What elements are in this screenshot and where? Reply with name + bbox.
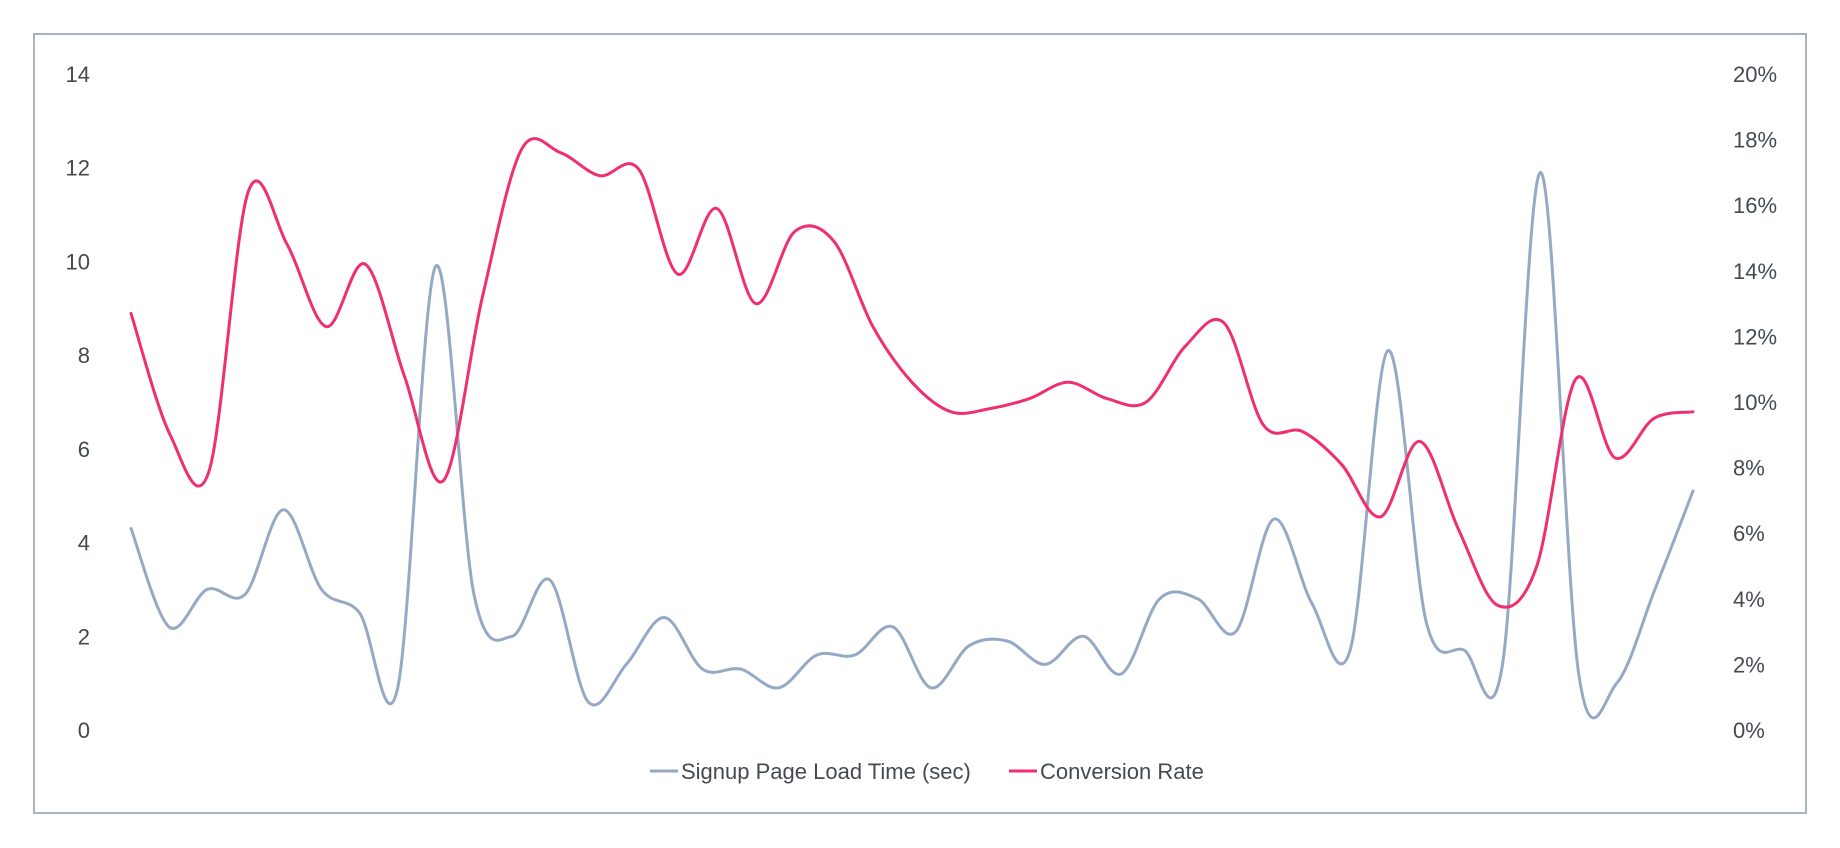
left-axis-tick-label: 14 bbox=[66, 62, 90, 87]
left-axis-ticks: 0 2 4 6 8 10 12 14 bbox=[66, 62, 90, 743]
right-axis-tick-label: 14% bbox=[1733, 259, 1777, 284]
left-axis-tick-label: 8 bbox=[78, 343, 90, 368]
left-axis-tick-label: 6 bbox=[78, 437, 90, 462]
right-axis-tick-label: 4% bbox=[1733, 587, 1765, 612]
legend-label-conversion-rate: Conversion Rate bbox=[1040, 759, 1204, 784]
right-axis-tick-label: 18% bbox=[1733, 128, 1777, 153]
left-axis-tick-label: 10 bbox=[66, 249, 90, 274]
right-axis-tick-label: 6% bbox=[1733, 521, 1765, 546]
legend: Signup Page Load Time (sec) Conversion R… bbox=[650, 759, 1204, 784]
left-axis-tick-label: 0 bbox=[78, 718, 90, 743]
right-axis-tick-label: 10% bbox=[1733, 390, 1777, 415]
right-axis-tick-label: 8% bbox=[1733, 456, 1765, 481]
legend-label-load-time: Signup Page Load Time (sec) bbox=[681, 759, 971, 784]
right-axis-tick-label: 12% bbox=[1733, 324, 1777, 349]
series-lines bbox=[129, 137, 1695, 720]
left-axis-tick-label: 12 bbox=[66, 156, 90, 181]
series-line-load-time bbox=[129, 170, 1695, 720]
right-axis-tick-label: 2% bbox=[1733, 652, 1765, 677]
left-axis-tick-label: 4 bbox=[78, 531, 90, 556]
left-axis-tick-label: 2 bbox=[78, 624, 90, 649]
right-axis-tick-label: 20% bbox=[1733, 62, 1777, 87]
right-axis-tick-label: 0% bbox=[1733, 718, 1765, 743]
right-axis-ticks: 0% 2% 4% 6% 8% 10% 12% 14% 16% 18% 20% bbox=[1733, 62, 1777, 743]
series-line-conversion-rate bbox=[129, 137, 1695, 609]
right-axis-tick-label: 16% bbox=[1733, 193, 1777, 218]
chart-frame bbox=[33, 33, 1807, 814]
